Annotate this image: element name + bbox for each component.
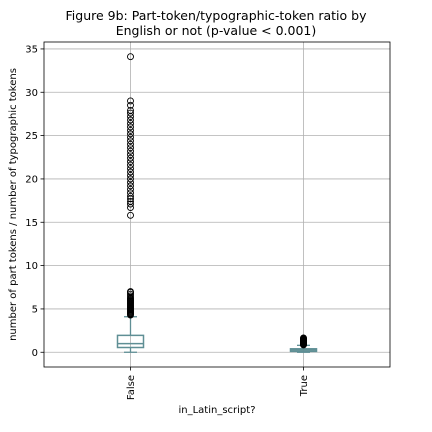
- flier-point: [127, 165, 134, 172]
- x-tick-label: True: [299, 375, 310, 397]
- flier-point: [127, 172, 134, 179]
- y-tick-label: 15: [25, 218, 38, 229]
- y-tick-label: 10: [25, 261, 38, 272]
- flier-point: [127, 97, 134, 105]
- flier-point: [127, 130, 134, 138]
- flier-point: [127, 175, 134, 183]
- flier-point: [127, 151, 134, 159]
- x-tick-label: False: [126, 375, 137, 400]
- chart-title: Figure 9b: Part-token/typographic-token …: [0, 8, 432, 38]
- flier-point: [127, 288, 134, 296]
- flier-point: [127, 178, 134, 186]
- grid-layer: [44, 42, 390, 367]
- flier-point: [127, 198, 134, 205]
- plot-frame: [43, 41, 391, 368]
- flier-point: [127, 137, 134, 145]
- flier-point: [127, 144, 134, 152]
- flier-point: [127, 168, 134, 176]
- y-tick-label: 35: [25, 44, 38, 55]
- flier-point: [127, 126, 134, 134]
- flier-point: [127, 101, 134, 109]
- flier-point: [127, 154, 134, 162]
- y-axis-label: number of part tokens / number of typogr…: [8, 68, 19, 341]
- y-tick-label: 0: [32, 348, 38, 359]
- flier-point: [127, 189, 134, 197]
- flier-point: [127, 158, 134, 166]
- flier-point: [127, 140, 134, 148]
- flier-point: [127, 192, 134, 200]
- box-true: [289, 334, 318, 353]
- y-tick-label: 30: [25, 88, 38, 99]
- flier-point: [127, 290, 134, 298]
- chart-title-line1: Figure 9b: Part-token/typographic-token …: [65, 8, 367, 23]
- x-axis-label: in_Latin_script?: [178, 405, 255, 416]
- box-false: [116, 53, 145, 353]
- flier-point: [127, 185, 134, 193]
- box-layer: [116, 53, 318, 353]
- x-tick-layer: False True: [126, 367, 310, 400]
- flier-point: [127, 182, 134, 190]
- flier-point: [127, 200, 134, 208]
- flier-point: [127, 161, 134, 169]
- flier-point: [127, 292, 134, 300]
- flier-point: [127, 109, 134, 117]
- y-tick-label: 5: [32, 304, 38, 315]
- chart-title-line2: English or not (p-value < 0.001): [115, 23, 317, 38]
- flier-point: [127, 116, 134, 124]
- flier-point: [127, 107, 134, 114]
- y-tick-label: 20: [25, 174, 38, 185]
- box-iqr: [116, 334, 145, 349]
- flier-point: [127, 53, 134, 61]
- flier-point: [127, 147, 134, 155]
- y-tick-layer: 0 5 10 15 20 25 30 35: [25, 44, 44, 359]
- flier-point: [127, 123, 134, 131]
- flier-point: [127, 211, 134, 219]
- flier-point: [127, 120, 134, 127]
- flier-point: [300, 334, 307, 342]
- flier-point: [127, 133, 134, 141]
- y-tick-label: 25: [25, 131, 38, 142]
